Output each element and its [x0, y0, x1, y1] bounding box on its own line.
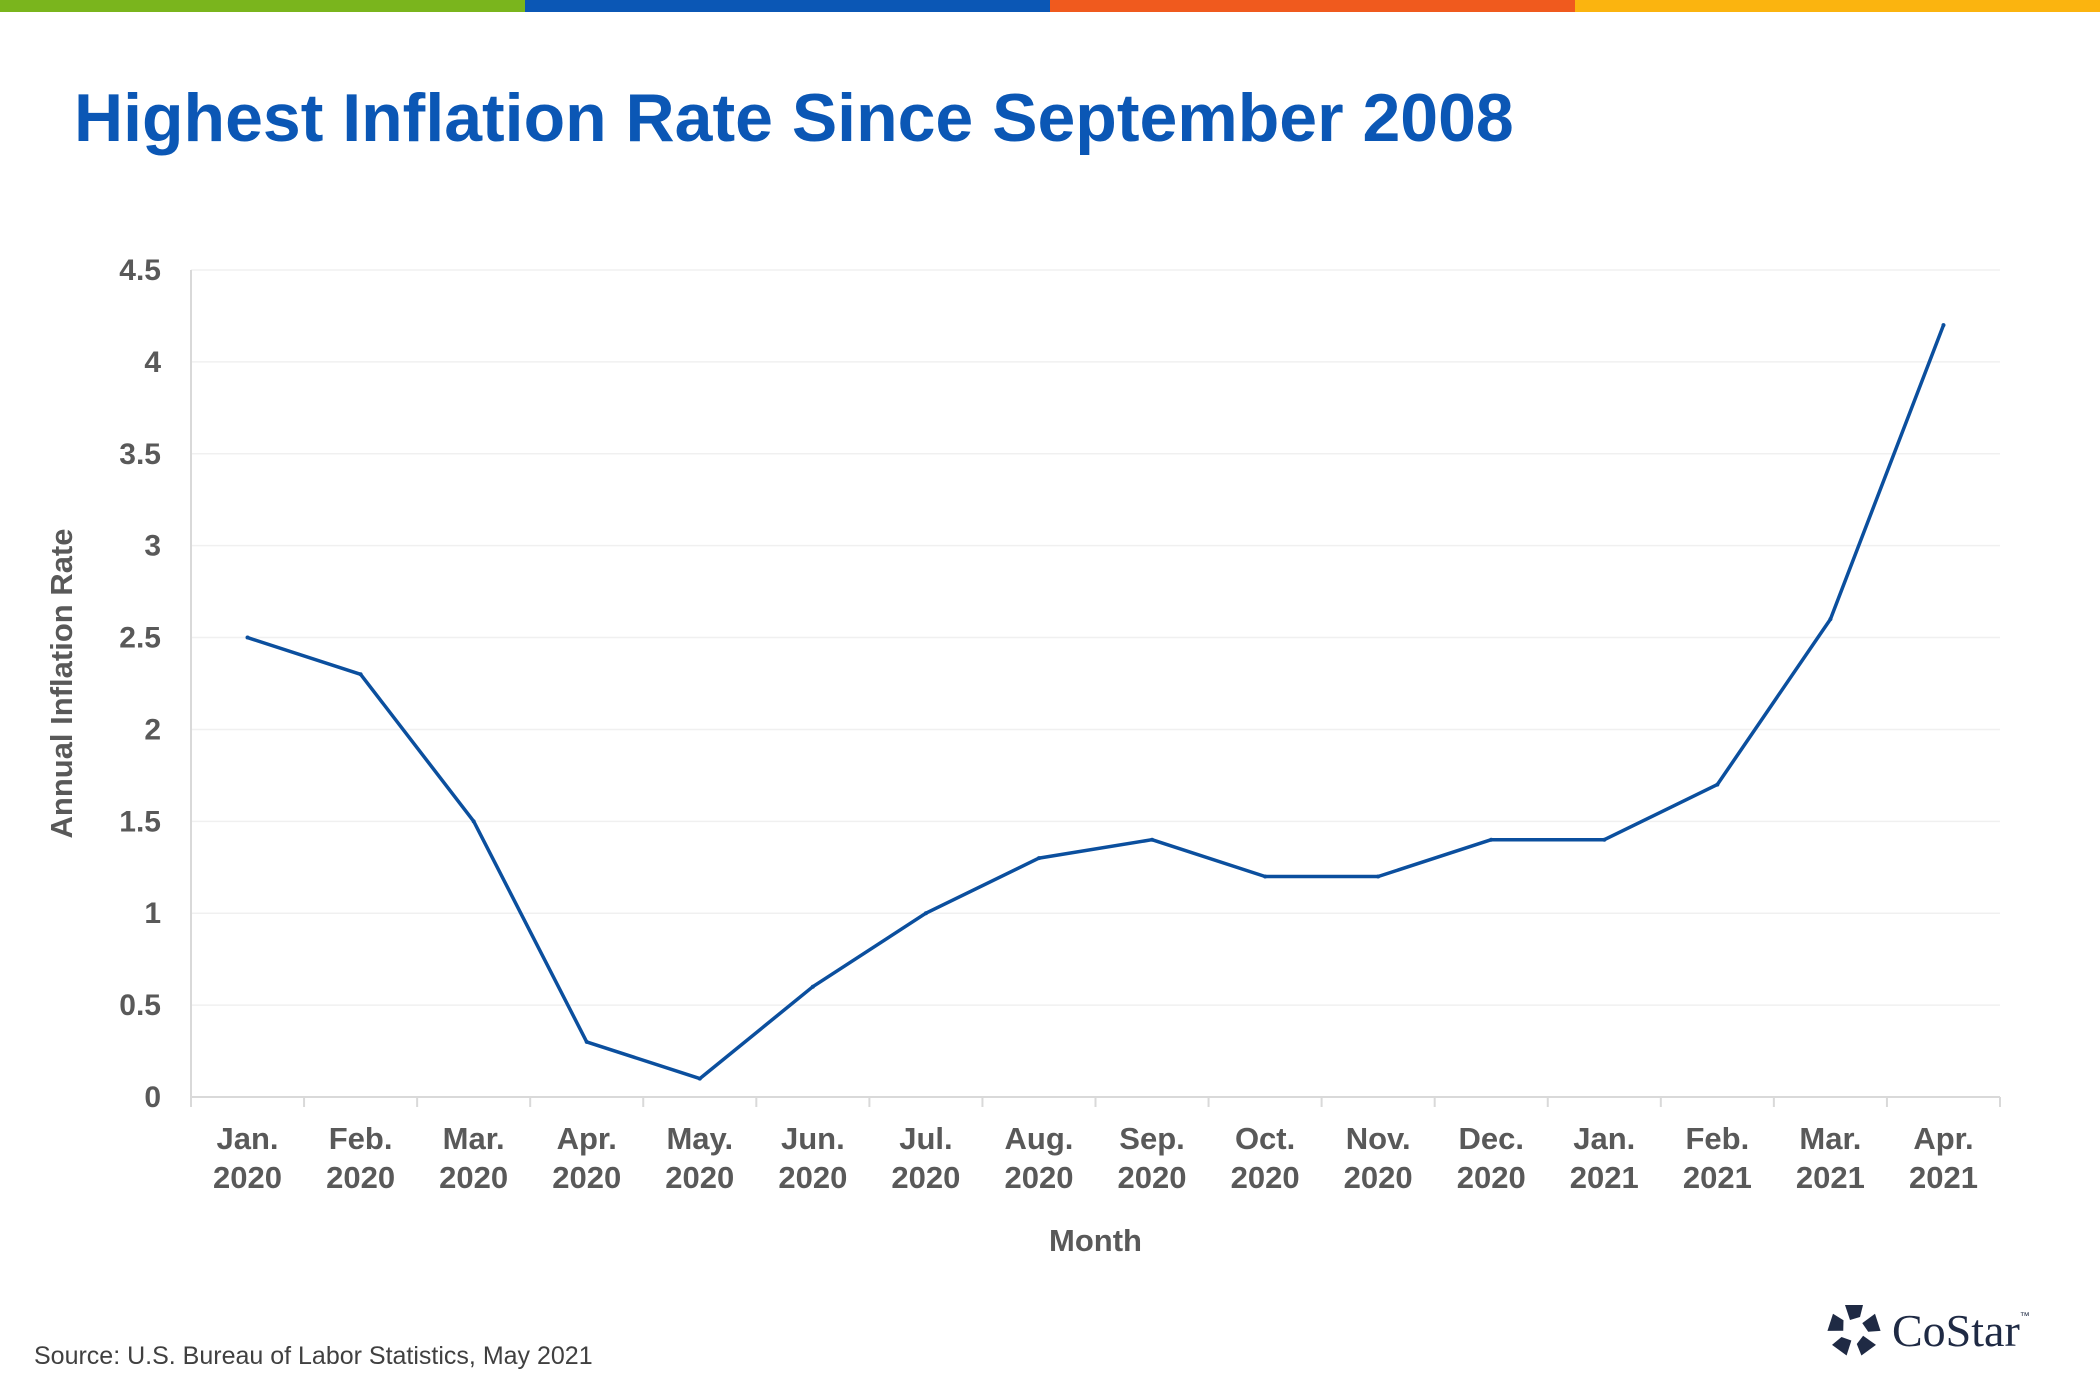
- y-tick-label: 1: [144, 897, 161, 930]
- x-tick-label-year: 2020: [1004, 1160, 1073, 1195]
- data-point: [245, 635, 250, 640]
- logo-petal: [1862, 1313, 1881, 1332]
- x-tick-label-year: 2020: [1118, 1160, 1187, 1195]
- y-tick-label: 3.5: [119, 438, 161, 471]
- logo-text: CoStar: [1892, 1304, 2020, 1356]
- x-tick-label-year: 2020: [1457, 1160, 1526, 1195]
- y-tick-label: 1.5: [119, 805, 161, 838]
- data-point: [471, 819, 476, 824]
- x-tick-label-month: Oct.: [1235, 1121, 1295, 1156]
- data-point: [1036, 856, 1041, 861]
- x-tick-label-month: Mar.: [1799, 1121, 1861, 1156]
- data-point: [1489, 837, 1494, 842]
- source-note: Source: U.S. Bureau of Labor Statistics,…: [34, 1342, 593, 1370]
- color-stripe: [0, 0, 2100, 12]
- x-tick-label-month: Apr.: [1913, 1121, 1973, 1156]
- y-tick-label: 0: [144, 1081, 161, 1114]
- x-tick-label-year: 2020: [552, 1160, 621, 1195]
- data-point: [1263, 874, 1268, 879]
- x-tick-label-year: 2021: [1796, 1160, 1865, 1195]
- y-tick-label: 2.5: [119, 622, 161, 655]
- data-point: [810, 984, 815, 989]
- logo-petal: [1856, 1335, 1876, 1356]
- data-point: [1150, 837, 1155, 842]
- data-point: [1376, 874, 1381, 879]
- x-tick-label-month: May.: [666, 1121, 733, 1156]
- data-point: [584, 1039, 589, 1044]
- logo-petal: [1845, 1305, 1863, 1320]
- y-tick-label: 3: [144, 530, 161, 563]
- x-tick-label-month: Jun.: [781, 1121, 845, 1156]
- data-point: [1941, 323, 1946, 328]
- data-point: [1602, 837, 1607, 842]
- data-point: [1828, 617, 1833, 622]
- y-tick-label: 4: [144, 346, 161, 379]
- y-tick-label: 2: [144, 713, 161, 746]
- data-point: [358, 672, 363, 677]
- logo-petal: [1827, 1313, 1844, 1331]
- x-tick-label-year: 2020: [891, 1160, 960, 1195]
- inflation-series-line: [245, 323, 1946, 1081]
- data-point: [697, 1076, 702, 1081]
- stripe-yellow: [1575, 0, 2100, 12]
- x-tick-label-month: Sep.: [1119, 1121, 1184, 1156]
- y-axis-title: Annual Inflation Rate: [44, 529, 79, 839]
- x-tick-label-month: Mar.: [443, 1121, 505, 1156]
- x-tick-label-month: Feb.: [329, 1121, 393, 1156]
- x-tick-label-month: Aug.: [1005, 1121, 1074, 1156]
- stripe-blue: [525, 0, 1050, 12]
- stripe-orange: [1050, 0, 1575, 12]
- x-axis-title: Month: [1049, 1223, 1142, 1258]
- y-tick-label: 0.5: [119, 989, 161, 1022]
- x-tick-label-month: Nov.: [1346, 1121, 1411, 1156]
- x-tick-label-year: 2021: [1683, 1160, 1752, 1195]
- x-tick-label-year: 2021: [1570, 1160, 1639, 1195]
- x-tick-label-month: Jan.: [217, 1121, 279, 1156]
- data-point: [923, 911, 928, 916]
- costar-logo: CoStar ™: [1826, 1298, 2030, 1362]
- logo-trademark: ™: [2019, 1310, 2030, 1322]
- x-tick-label-year: 2020: [439, 1160, 508, 1195]
- x-tick-label-month: Jan.: [1573, 1121, 1635, 1156]
- x-tick-label-year: 2020: [1344, 1160, 1413, 1195]
- x-tick-label-year: 2020: [326, 1160, 395, 1195]
- x-tick-label-year: 2020: [1231, 1160, 1300, 1195]
- x-tick-label-month: Apr.: [557, 1121, 617, 1156]
- x-tick-label-month: Jul.: [899, 1121, 952, 1156]
- x-tick-label-year: 2020: [778, 1160, 847, 1195]
- x-tick-label-year: 2021: [1909, 1160, 1978, 1195]
- x-tick-label-month: Dec.: [1458, 1121, 1523, 1156]
- x-tick-label-year: 2020: [213, 1160, 282, 1195]
- x-tick-label-year: 2020: [665, 1160, 734, 1195]
- x-tick-label-month: Feb.: [1685, 1121, 1749, 1156]
- stripe-green: [0, 0, 525, 12]
- data-point: [1715, 782, 1720, 787]
- costar-star-icon: [1827, 1305, 1881, 1356]
- logo-petal: [1832, 1336, 1852, 1356]
- y-tick-label: 4.5: [119, 254, 161, 287]
- chart-title: Highest Inflation Rate Since September 2…: [74, 80, 1514, 156]
